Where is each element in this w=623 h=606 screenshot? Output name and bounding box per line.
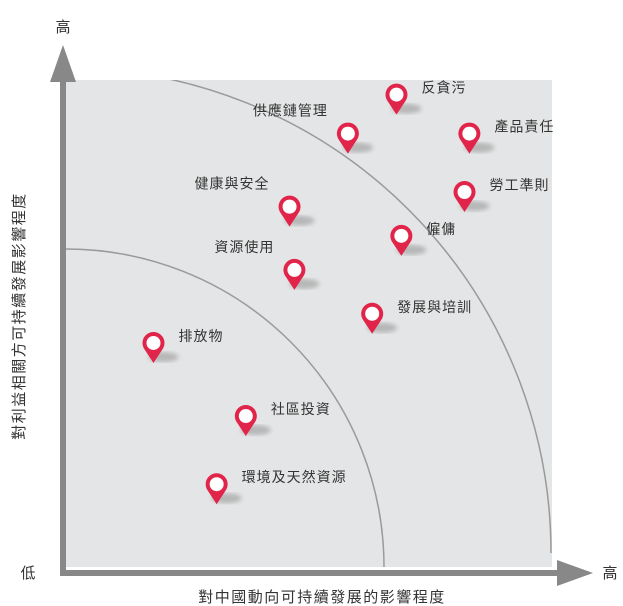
marker-center: [340, 126, 355, 141]
data-point: 發展與培訓: [361, 300, 472, 334]
point-label: 資源使用: [214, 239, 274, 256]
plot-area: [66, 80, 552, 567]
point-label: 健康與安全: [195, 176, 270, 193]
data-point: 勞工準則: [453, 178, 550, 213]
data-point: 反貪污: [385, 80, 466, 115]
data-point: 僱傭: [390, 222, 456, 256]
point-label: 環境及天然資源: [242, 469, 347, 486]
point-label: 發展與培訓: [397, 300, 472, 316]
point-label: 排放物: [178, 329, 223, 345]
data-point: 環境及天然資源: [205, 469, 347, 505]
point-label: 社區投資: [271, 402, 331, 418]
point-label: 供應鏈管理: [253, 103, 328, 120]
marker-center: [462, 126, 477, 141]
axis-low-label: 低: [20, 564, 35, 582]
marker-center: [394, 228, 409, 243]
x-axis-high-label: 高: [602, 564, 617, 582]
marker-center: [282, 199, 297, 214]
data-point: 排放物: [142, 329, 223, 363]
inner-boundary-arc: [66, 248, 385, 567]
point-label: 產品責任: [494, 119, 554, 136]
point-label: 勞工準則: [490, 178, 550, 194]
data-point: 健康與安全: [195, 176, 315, 227]
marker-center: [146, 335, 161, 350]
x-axis-arrowhead: [557, 560, 593, 586]
point-label: 反貪污: [421, 80, 466, 97]
marker-center: [209, 477, 224, 492]
y-axis-title: 對利益相關方可持續發展影響程度: [10, 192, 28, 440]
y-axis-arrowhead: [50, 45, 76, 82]
data-point: 資源使用: [214, 239, 320, 290]
data-point: 供應鏈管理: [253, 103, 373, 154]
marker-center: [365, 306, 380, 321]
marker-center: [238, 409, 253, 424]
x-axis-title: 對中國動向可持續發展的影響程度: [198, 588, 446, 606]
marker-center: [287, 262, 302, 277]
point-label: 僱傭: [426, 222, 456, 238]
marker-center: [389, 87, 404, 102]
data-point: 產品責任: [458, 119, 554, 154]
outer-boundary-arc: [169, 80, 552, 554]
data-point: 社區投資: [234, 402, 331, 437]
marker-center: [457, 185, 472, 200]
y-axis-high-label: 高: [55, 18, 70, 36]
